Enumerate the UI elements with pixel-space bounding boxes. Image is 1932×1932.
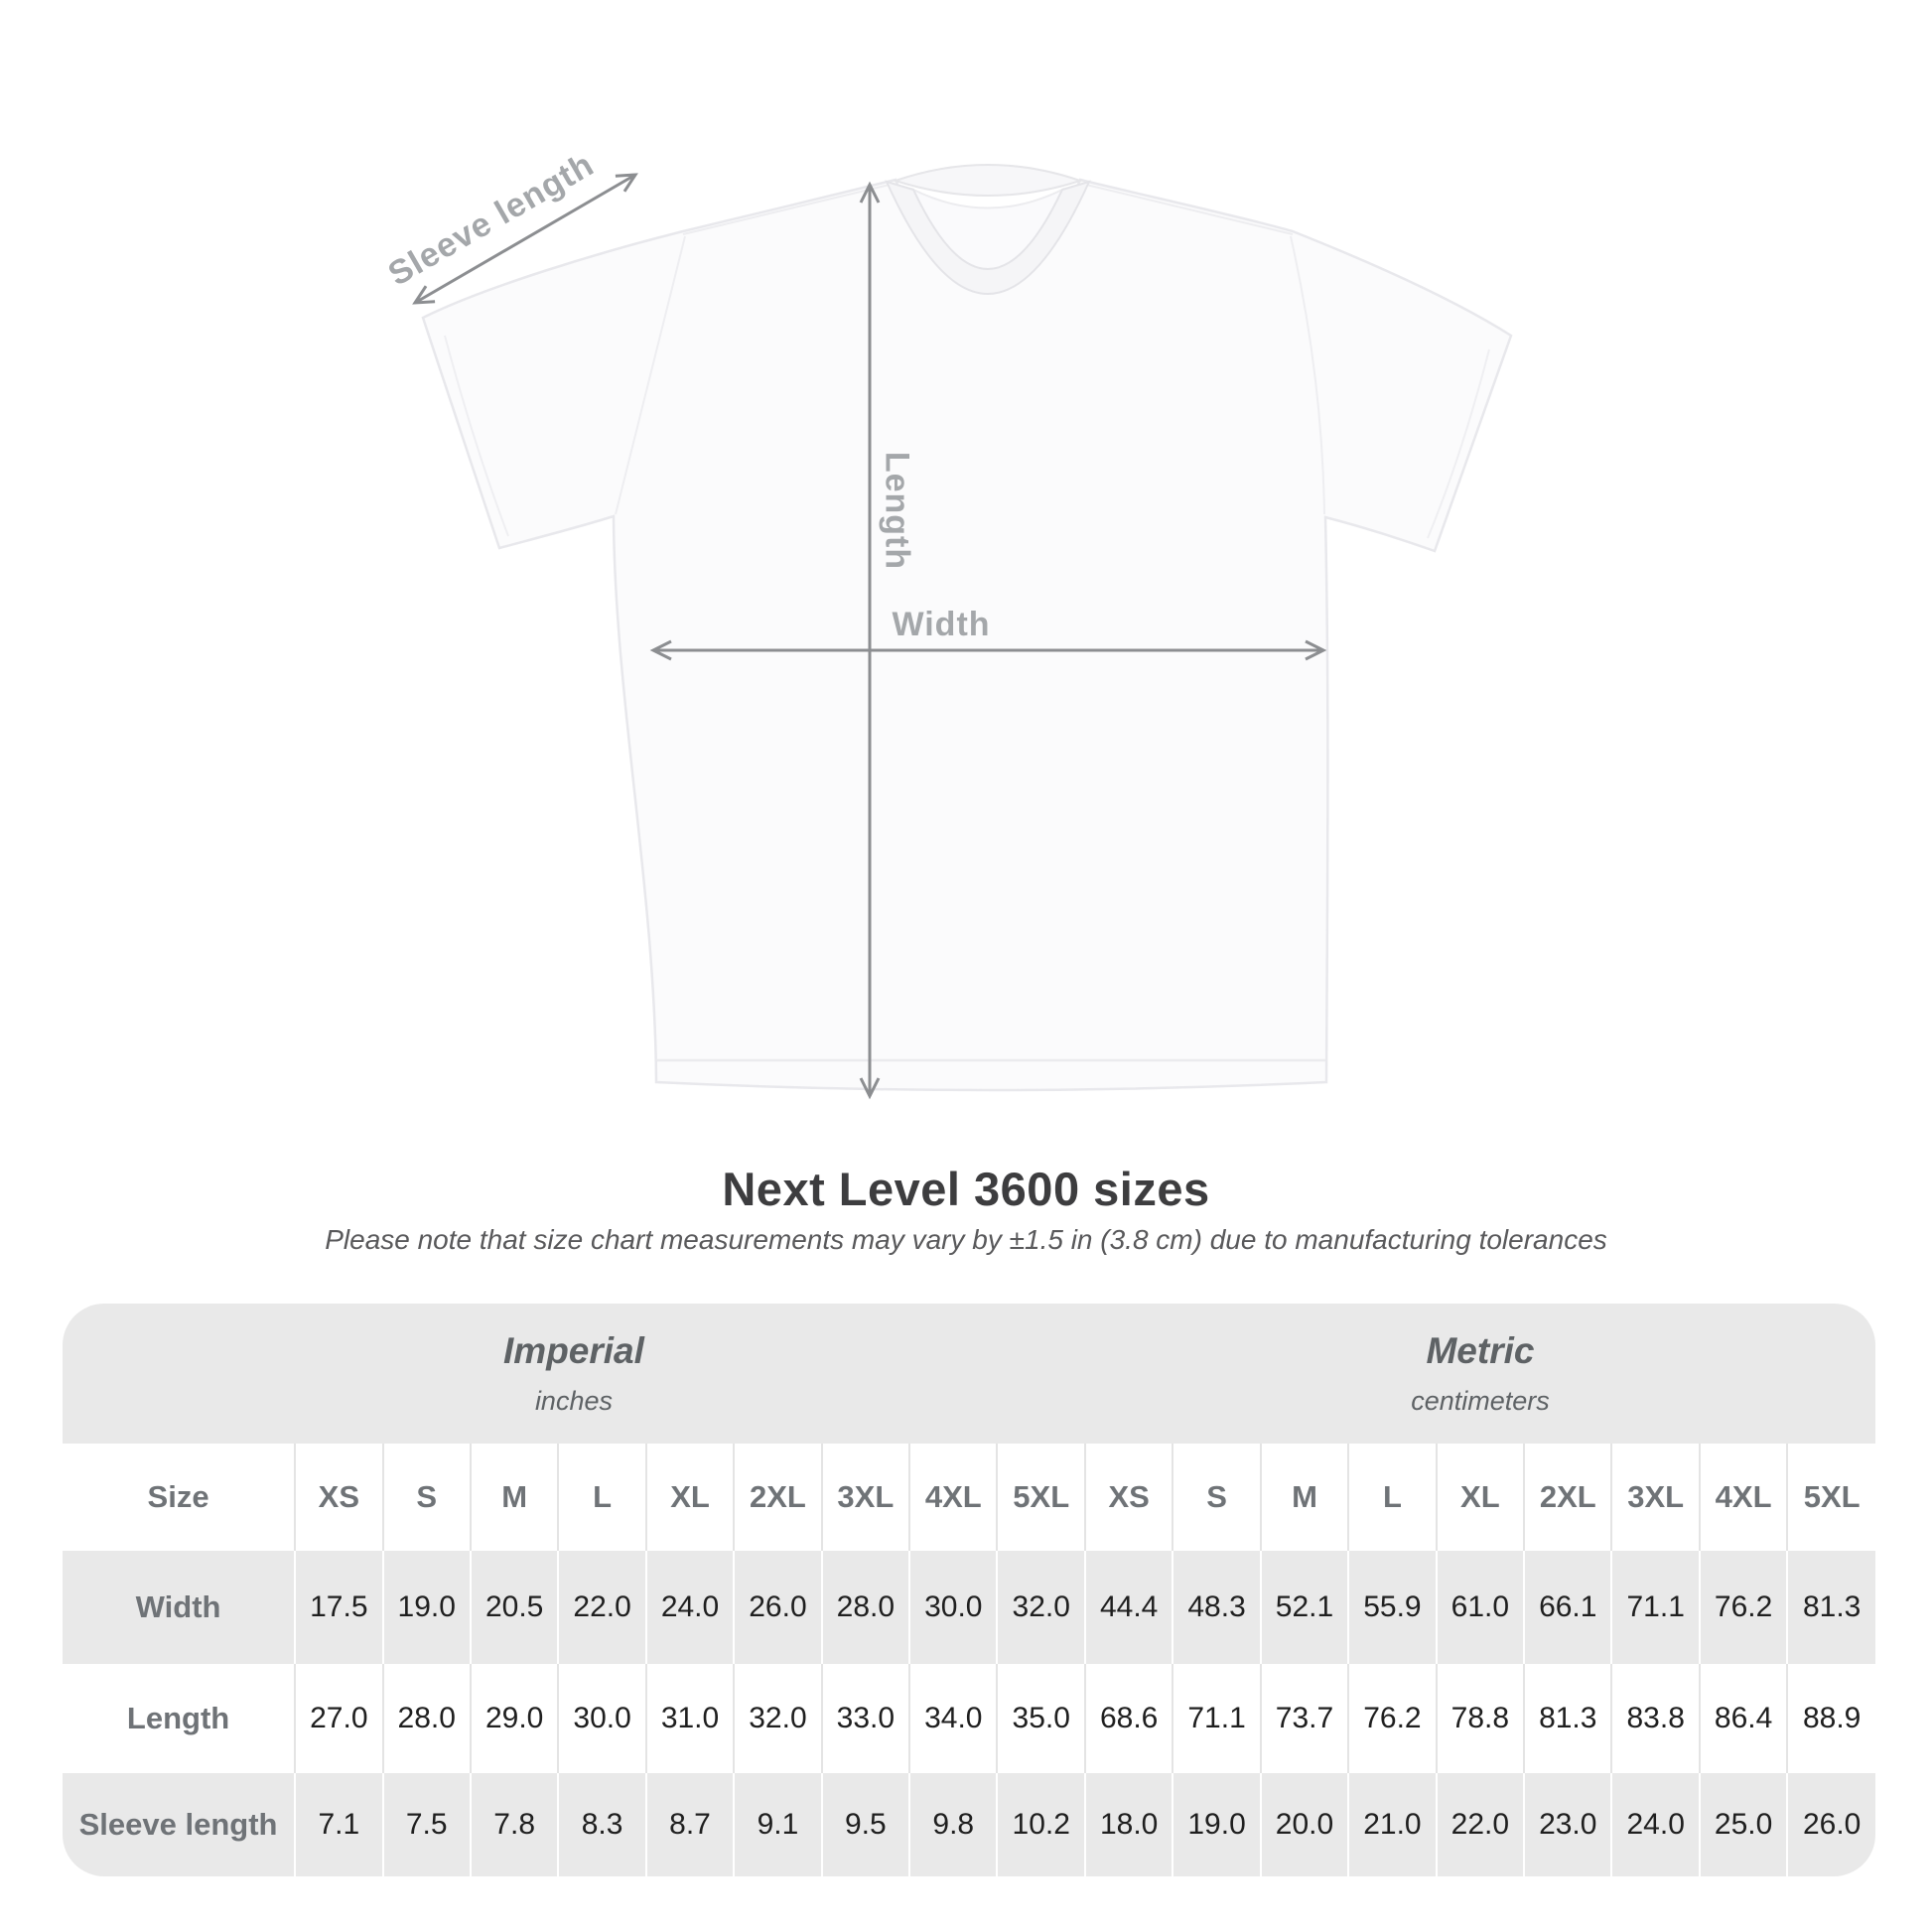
width-value: 19.0 (381, 1551, 471, 1664)
size-table-card: Imperial inches Metric centimeters Size … (63, 1304, 1875, 1876)
length-value: 28.0 (381, 1664, 471, 1773)
width-label: Width (892, 606, 991, 643)
size-col-header: M (1259, 1444, 1349, 1551)
metric-label: Metric (1426, 1330, 1535, 1371)
row-label: Width (63, 1551, 296, 1664)
length-value: 88.9 (1786, 1664, 1875, 1773)
row-label: Length (126, 1701, 230, 1735)
length-value: 31.0 (644, 1664, 735, 1773)
size-col-header: 2XL (733, 1444, 822, 1551)
sleeve-value: 18.0 (1083, 1773, 1173, 1876)
sleeve-value: 25.0 (1698, 1773, 1788, 1876)
width-value: 30.0 (908, 1551, 998, 1664)
imperial-unit: inches (534, 1386, 613, 1416)
sleeve-value: 24.0 (1610, 1773, 1700, 1876)
width-value: 32.0 (996, 1551, 1085, 1664)
length-value: 29.0 (469, 1664, 559, 1773)
sleeve-value: 7.1 (294, 1773, 383, 1876)
width-measurement-row: Width 17.5 19.0 20.5 22.0 24.0 26.0 28.0… (63, 1551, 1875, 1664)
sleeve-value: 22.0 (1435, 1773, 1525, 1876)
sleeve-length-arrow (412, 173, 638, 305)
imperial-header: Imperial inches (63, 1304, 1085, 1444)
size-col-header: XS (294, 1444, 383, 1551)
size-col-header: L (557, 1444, 646, 1551)
tolerance-note: Please note that size chart measurements… (325, 1224, 1607, 1255)
length-value: 76.2 (1347, 1664, 1437, 1773)
length-value: 27.0 (294, 1664, 383, 1773)
sleeve-value: 8.7 (644, 1773, 735, 1876)
sleeve-value: 19.0 (1172, 1773, 1261, 1876)
size-col-header: XL (644, 1444, 735, 1551)
sleeve-value: 20.0 (1259, 1773, 1349, 1876)
tshirt-graphic (412, 164, 1513, 1100)
size-table: Imperial inches Metric centimeters Size … (63, 1304, 1875, 1876)
width-value: 24.0 (644, 1551, 735, 1664)
size-col-header: S (1172, 1444, 1261, 1551)
width-value: 22.0 (557, 1551, 646, 1664)
sleeve-value: 7.5 (381, 1773, 471, 1876)
length-value: 78.8 (1435, 1664, 1525, 1773)
length-measurement-row: Length 27.0 28.0 29.0 30.0 31.0 32.0 33.… (63, 1664, 1875, 1773)
length-value: 71.1 (1172, 1664, 1261, 1773)
sleeve-value: 9.1 (733, 1773, 822, 1876)
width-value: 17.5 (294, 1551, 383, 1664)
width-value: 55.9 (1347, 1551, 1437, 1664)
size-col-header: 3XL (820, 1444, 910, 1551)
size-col-header: XS (1083, 1444, 1173, 1551)
size-header-row: Size XS S M L XL 2XL 3XL 4XL 5XL XS S M … (63, 1444, 1875, 1551)
sleeve-value: 26.0 (1786, 1773, 1875, 1876)
width-value: 52.1 (1259, 1551, 1349, 1664)
metric-unit: centimeters (1411, 1386, 1550, 1416)
sleeve-value: 8.3 (557, 1773, 646, 1876)
tshirt-diagram: Sleeve length Length Width (382, 146, 1513, 1100)
size-col-header: L (1347, 1444, 1437, 1551)
length-value: 35.0 (996, 1664, 1085, 1773)
tshirt-silhouette (421, 164, 1513, 1092)
size-row-label: Size (147, 1479, 209, 1514)
length-value: 81.3 (1523, 1664, 1612, 1773)
width-value: 44.4 (1083, 1551, 1173, 1664)
sleeve-value: 9.8 (908, 1773, 998, 1876)
width-value: 66.1 (1523, 1551, 1612, 1664)
width-value: 71.1 (1610, 1551, 1700, 1664)
metric-header: Metric centimeters (1084, 1304, 1875, 1444)
size-col-header: 5XL (1786, 1444, 1875, 1551)
length-value: 73.7 (1259, 1664, 1349, 1773)
length-value: 33.0 (820, 1664, 910, 1773)
width-value: 28.0 (820, 1551, 910, 1664)
page-title: Next Level 3600 sizes (722, 1163, 1210, 1215)
length-value: 30.0 (557, 1664, 646, 1773)
length-value: 34.0 (908, 1664, 998, 1773)
width-value: 26.0 (733, 1551, 822, 1664)
size-col-header: 2XL (1523, 1444, 1612, 1551)
size-col-header: XL (1435, 1444, 1525, 1551)
sleeve-measurement-row: Sleeve length 7.1 7.5 7.8 8.3 8.7 9.1 9.… (63, 1773, 1875, 1876)
size-col-header: S (381, 1444, 471, 1551)
width-value: 61.0 (1435, 1551, 1525, 1664)
sleeve-value: 23.0 (1523, 1773, 1612, 1876)
measurement-arrows (412, 173, 1327, 1100)
length-value: 83.8 (1610, 1664, 1700, 1773)
size-col-header: 5XL (996, 1444, 1085, 1551)
width-value: 20.5 (469, 1551, 559, 1664)
length-value: 68.6 (1083, 1664, 1173, 1773)
sleeve-value: 10.2 (996, 1773, 1085, 1876)
size-col-header: M (469, 1444, 559, 1551)
length-value: 32.0 (733, 1664, 822, 1773)
sleeve-value: 21.0 (1347, 1773, 1437, 1876)
row-label: Sleeve length (63, 1773, 296, 1876)
unit-header-row: Imperial inches Metric centimeters (63, 1304, 1875, 1444)
imperial-label: Imperial (503, 1330, 644, 1371)
width-value: 48.3 (1172, 1551, 1261, 1664)
sleeve-value: 7.8 (469, 1773, 559, 1876)
width-value: 81.3 (1786, 1551, 1875, 1664)
size-col-header: 4XL (1698, 1444, 1788, 1551)
size-col-header: 3XL (1610, 1444, 1700, 1551)
length-value: 86.4 (1698, 1664, 1788, 1773)
sleeve-value: 9.5 (820, 1773, 910, 1876)
size-col-header: 4XL (908, 1444, 998, 1551)
width-value: 76.2 (1698, 1551, 1788, 1664)
